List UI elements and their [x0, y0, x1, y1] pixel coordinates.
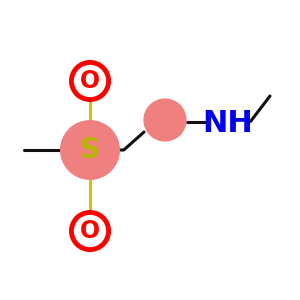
Circle shape: [71, 62, 109, 100]
Circle shape: [143, 98, 187, 142]
Text: O: O: [80, 69, 100, 93]
Circle shape: [60, 120, 120, 180]
Text: NH: NH: [202, 109, 253, 137]
Circle shape: [71, 212, 109, 250]
Text: O: O: [80, 219, 100, 243]
Text: S: S: [80, 136, 100, 164]
